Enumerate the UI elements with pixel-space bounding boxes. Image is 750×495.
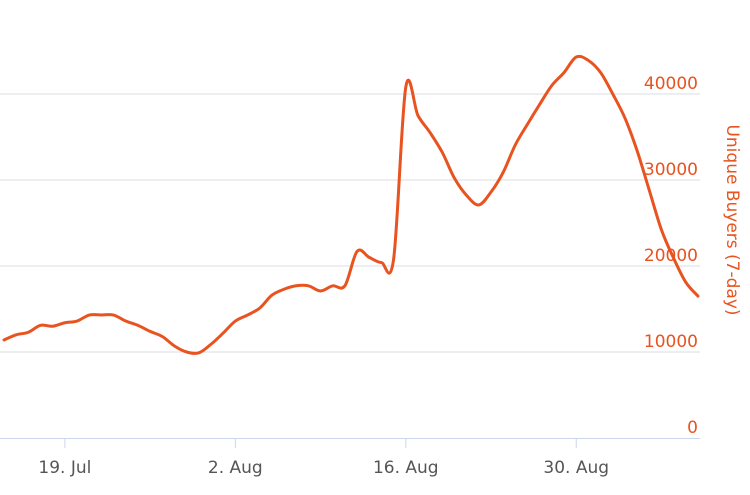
y-tick-label: 10000 (644, 332, 698, 352)
x-tick-label: 2. Aug (208, 458, 263, 478)
y-tick-label: 40000 (644, 74, 698, 94)
y-tick-label: 30000 (644, 160, 698, 180)
y-axis-title: Unique Buyers (7-day) (722, 124, 742, 315)
y-tick-label: 0 (687, 418, 698, 438)
x-tick-label: 30. Aug (543, 458, 609, 478)
x-tick-label: 16. Aug (373, 458, 439, 478)
x-tick-label: 19. Jul (38, 458, 91, 478)
line-series (2, 54, 700, 355)
